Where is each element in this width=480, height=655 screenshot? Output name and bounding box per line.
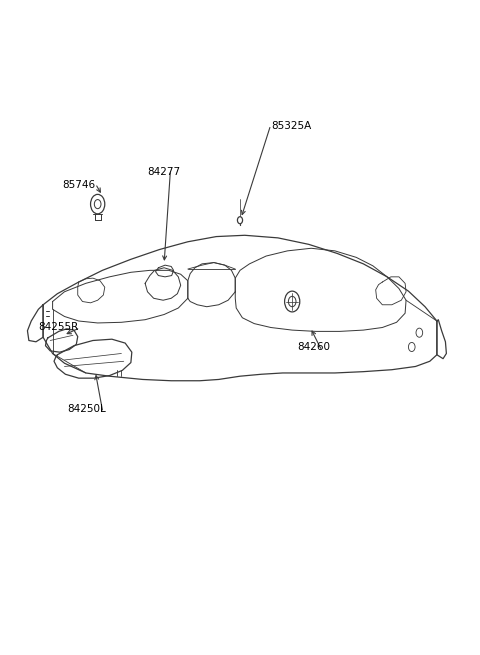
Text: 85325A: 85325A [271, 121, 311, 131]
Text: 84260: 84260 [297, 342, 330, 352]
Text: 84277: 84277 [147, 166, 180, 177]
Circle shape [238, 217, 242, 224]
Text: 85746: 85746 [62, 179, 95, 189]
Text: 84250L: 84250L [67, 403, 106, 414]
Text: 84255R: 84255R [38, 322, 79, 333]
